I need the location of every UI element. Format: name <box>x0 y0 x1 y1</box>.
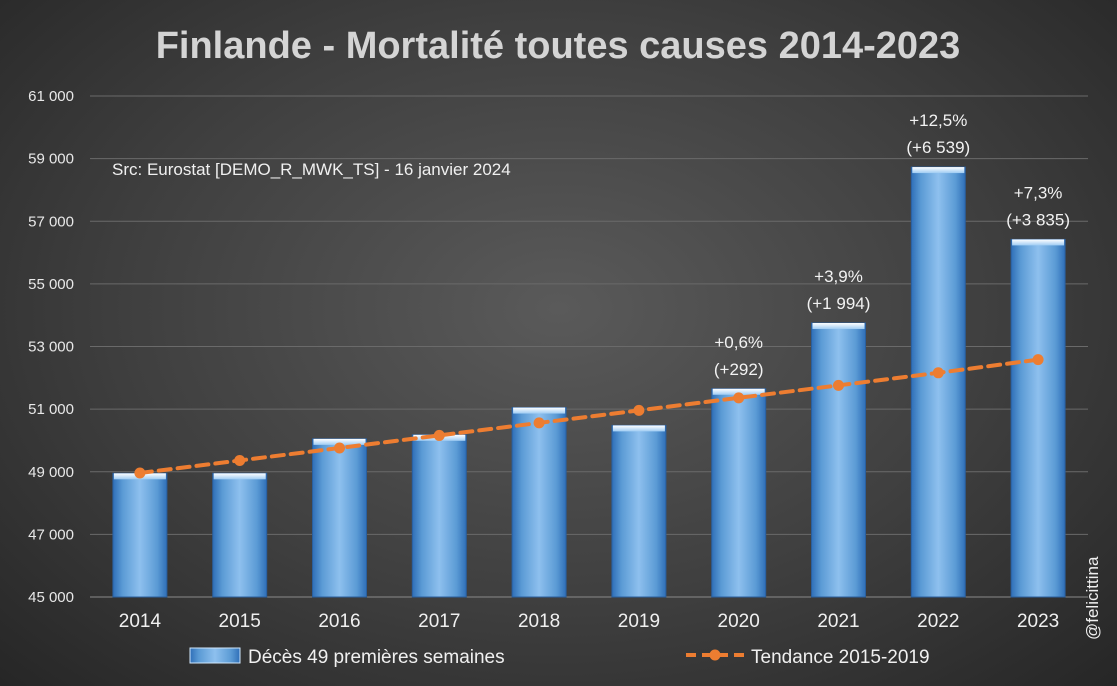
bar <box>910 166 966 598</box>
legend-line-label: Tendance 2015-2019 <box>751 647 930 668</box>
legend-line-marker <box>709 649 721 661</box>
trend-point <box>533 417 545 429</box>
trend-point <box>1032 354 1044 366</box>
data-label: (+292) <box>714 360 764 379</box>
legend: Décès 49 premières semaines Tendance 201… <box>189 647 930 668</box>
bar-top-highlight <box>612 425 665 432</box>
bar-top-highlight <box>213 473 266 480</box>
legend-bar-swatch <box>189 647 241 664</box>
bar-series <box>112 166 1066 598</box>
x-tick-label: 2019 <box>618 611 660 632</box>
bar-top-highlight <box>313 438 366 445</box>
y-tick-label: 45 000 <box>28 589 74 606</box>
trend-point <box>932 367 944 379</box>
trend-point <box>134 467 146 479</box>
bar <box>711 388 767 598</box>
data-labels: +0,6% (+292) +3,9% (+1 994) +12,5% (+6 539) +7… <box>714 111 1070 379</box>
x-tick-label: 2015 <box>219 611 261 632</box>
trend-point <box>633 404 645 416</box>
bar <box>112 472 168 598</box>
bar-top-highlight <box>513 407 566 414</box>
bar-top-highlight <box>1012 239 1065 246</box>
data-label: +7,3% <box>1014 183 1063 202</box>
y-tick-label: 49 000 <box>28 464 74 481</box>
trend-line <box>137 357 1041 476</box>
trend-point <box>733 392 745 404</box>
data-label: +0,6% <box>714 333 763 352</box>
x-tick-label: 2021 <box>817 611 859 632</box>
y-tick-label: 55 000 <box>28 276 74 293</box>
y-tick-label: 59 000 <box>28 151 74 168</box>
bar <box>611 424 667 598</box>
y-tick-label: 53 000 <box>28 339 74 356</box>
data-label: (+6 539) <box>906 138 970 157</box>
x-tick-label: 2018 <box>518 611 560 632</box>
bar-top-highlight <box>912 167 965 174</box>
bar <box>511 407 567 598</box>
source-note: Src: Eurostat [DEMO_R_MWK_TS] - 16 janvi… <box>112 160 511 179</box>
trend-point <box>433 429 445 441</box>
x-axis-ticks: 2014 2015 2016 2017 2018 2019 2020 2021 2022 2023 <box>119 611 1059 632</box>
bar <box>1010 238 1066 598</box>
bar-top-highlight <box>812 323 865 330</box>
trend-point <box>334 442 345 454</box>
bar <box>411 434 467 598</box>
data-label: (+3 835) <box>1006 210 1070 229</box>
y-axis-ticks: 45 000 47 000 49 000 51 000 53 000 55 000 57 0… <box>28 88 74 606</box>
legend-bar-label: Décès 49 premières semaines <box>248 647 505 668</box>
bar-top-highlight <box>712 388 765 395</box>
bar <box>312 438 367 598</box>
bar <box>811 322 866 598</box>
data-label: +12,5% <box>909 111 967 130</box>
trend-point <box>234 454 246 466</box>
trend-series <box>134 354 1044 479</box>
y-tick-label: 51 000 <box>28 401 74 418</box>
data-label: +3,9% <box>814 267 863 286</box>
credit-watermark: @felicittina <box>1083 556 1102 640</box>
x-tick-label: 2022 <box>917 611 959 632</box>
trend-point <box>833 379 844 391</box>
y-tick-label: 61 000 <box>28 88 74 105</box>
x-tick-label: 2023 <box>1017 611 1059 632</box>
x-tick-label: 2014 <box>119 611 162 632</box>
y-tick-label: 47 000 <box>28 526 74 543</box>
x-tick-label: 2016 <box>318 611 360 632</box>
bar <box>212 472 268 598</box>
x-tick-label: 2020 <box>718 611 760 632</box>
x-tick-label: 2017 <box>418 611 460 632</box>
chart-title: Finlande - Mortalité toutes causes 2014-… <box>156 25 961 67</box>
data-label: (+1 994) <box>807 294 871 313</box>
y-tick-label: 57 000 <box>28 213 74 230</box>
